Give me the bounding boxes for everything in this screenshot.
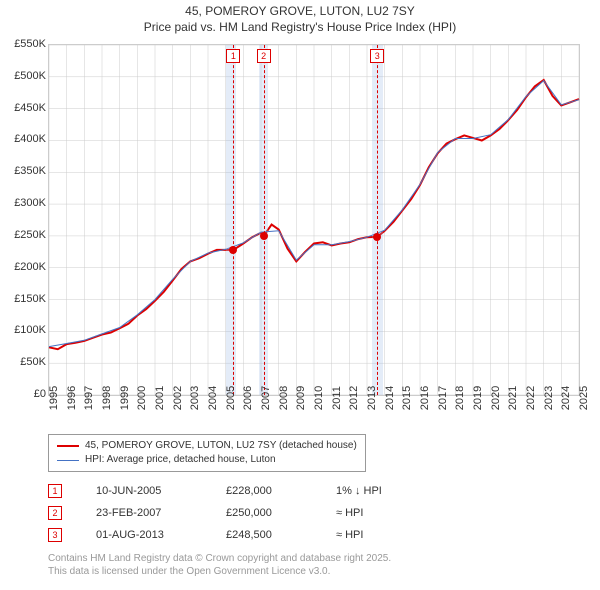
title-line2: Price paid vs. HM Land Registry's House … [0,20,600,36]
sale-price: £250,000 [226,507,336,519]
x-tick-label: 2022 [525,386,537,410]
footer-line1: Contains HM Land Registry data © Crown c… [48,552,391,565]
x-tick-label: 2018 [454,386,466,410]
sale-marker-line [233,45,234,395]
x-tick-label: 2004 [207,386,219,410]
sale-marker-box: 2 [257,49,271,63]
x-tick-label: 2020 [490,386,502,410]
sales-table: 1 10-JUN-2005 £228,000 1% ↓ HPI 2 23-FEB… [48,480,436,546]
x-tick-label: 1998 [101,386,113,410]
legend-swatch [57,460,79,461]
sale-point [229,246,237,254]
y-tick-label: £450K [14,102,46,114]
y-tick-label: £100K [14,324,46,336]
x-tick-label: 2013 [366,386,378,410]
y-tick-label: £300K [14,197,46,209]
x-tick-label: 2010 [313,386,325,410]
plot-area: 1 2 3 [48,44,580,396]
chart-container: 45, POMEROY GROVE, LUTON, LU2 7SY Price … [0,0,600,590]
x-tick-label: 2019 [472,386,484,410]
sale-point [373,233,381,241]
x-tick-label: 2007 [260,386,272,410]
y-tick-label: £200K [14,261,46,273]
sale-hpi: ≈ HPI [336,529,436,541]
footer: Contains HM Land Registry data © Crown c… [48,552,391,578]
y-tick-label: £50K [20,356,46,368]
y-tick-label: £250K [14,229,46,241]
sale-marker-line [377,45,378,395]
legend: 45, POMEROY GROVE, LUTON, LU2 7SY (detac… [48,434,366,472]
x-tick-label: 2015 [401,386,413,410]
y-tick-label: £400K [14,133,46,145]
sale-date: 23-FEB-2007 [96,507,226,519]
sales-row: 3 01-AUG-2013 £248,500 ≈ HPI [48,524,436,546]
legend-item: HPI: Average price, detached house, Luto… [57,453,357,467]
sale-price: £228,000 [226,485,336,497]
title-line1: 45, POMEROY GROVE, LUTON, LU2 7SY [0,4,600,20]
sales-row: 1 10-JUN-2005 £228,000 1% ↓ HPI [48,480,436,502]
x-tick-label: 2021 [507,386,519,410]
sale-index-box: 2 [48,506,62,520]
x-tick-label: 2025 [578,386,590,410]
sale-point [260,232,268,240]
series-svg [49,45,579,395]
sale-marker-line [264,45,265,395]
x-tick-label: 2008 [278,386,290,410]
y-tick-label: £350K [14,165,46,177]
x-tick-label: 1997 [83,386,95,410]
legend-item: 45, POMEROY GROVE, LUTON, LU2 7SY (detac… [57,439,357,453]
y-tick-label: £550K [14,38,46,50]
x-tick-label: 2000 [136,386,148,410]
x-tick-label: 2009 [295,386,307,410]
sale-hpi: 1% ↓ HPI [336,485,436,497]
y-tick-label: £0 [34,388,46,400]
y-tick-label: £500K [14,70,46,82]
legend-label: HPI: Average price, detached house, Luto… [85,453,276,467]
chart-title: 45, POMEROY GROVE, LUTON, LU2 7SY Price … [0,0,600,35]
legend-swatch [57,445,79,447]
y-tick-label: £150K [14,293,46,305]
x-tick-label: 2016 [419,386,431,410]
sale-price: £248,500 [226,529,336,541]
x-tick-label: 2011 [331,386,343,410]
sale-hpi: ≈ HPI [336,507,436,519]
legend-label: 45, POMEROY GROVE, LUTON, LU2 7SY (detac… [85,439,357,453]
sale-band [226,45,237,395]
sale-date: 10-JUN-2005 [96,485,226,497]
sale-index-box: 3 [48,528,62,542]
x-tick-label: 2012 [348,386,360,410]
sale-index-box: 1 [48,484,62,498]
footer-line2: This data is licensed under the Open Gov… [48,565,391,578]
sale-marker-box: 1 [226,49,240,63]
x-tick-label: 2001 [154,386,166,410]
sale-marker-box: 3 [370,49,384,63]
x-tick-label: 2023 [543,386,555,410]
sale-date: 01-AUG-2013 [96,529,226,541]
x-tick-label: 2014 [384,386,396,410]
x-tick-label: 1996 [66,386,78,410]
x-tick-label: 1995 [48,386,60,410]
x-tick-label: 2024 [560,386,572,410]
x-tick-label: 2006 [242,386,254,410]
x-tick-label: 2002 [172,386,184,410]
sales-row: 2 23-FEB-2007 £250,000 ≈ HPI [48,502,436,524]
x-tick-label: 2005 [225,386,237,410]
x-tick-label: 1999 [119,386,131,410]
x-tick-label: 2017 [437,386,449,410]
x-tick-label: 2003 [189,386,201,410]
